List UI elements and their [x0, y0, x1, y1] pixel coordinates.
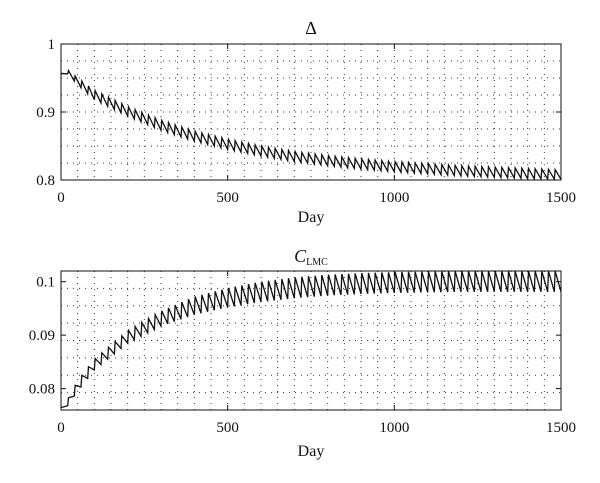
y-tick-label: 0.8	[36, 173, 55, 189]
grid	[61, 271, 561, 410]
x-tick-label: 500	[216, 420, 239, 436]
y-tick-label: 1	[48, 37, 56, 53]
plot-frame	[60, 270, 562, 411]
x-tick-label: 1000	[379, 190, 409, 206]
y-tick-label: 0.1	[36, 275, 55, 291]
x-axis-label: Day	[298, 443, 325, 460]
y-tick-label: 0.09	[29, 328, 55, 344]
x-tick-label: 1000	[379, 420, 409, 436]
chart-title: Δ	[305, 18, 317, 38]
series-line	[60, 68, 562, 182]
chart-title: CLMC	[294, 246, 328, 268]
x-tick-label: 1500	[546, 420, 576, 436]
y-tick-label: 0.9	[36, 105, 55, 121]
chart-delta: Δ 0 500 1000 1500 0.8 0.9 1 Day	[36, 18, 576, 226]
x-axis-label: Day	[298, 209, 325, 226]
y-tick-label: 0.08	[29, 382, 55, 398]
x-tick-label: 0	[57, 420, 65, 436]
x-tick-label: 500	[216, 190, 239, 206]
chart-c-lmc: CLMC 0 500 1000 1500 0.08 0.09 0.1 Day	[29, 246, 576, 460]
x-tick-label: 0	[57, 190, 65, 206]
series-line	[61, 270, 562, 408]
x-tick-label: 1500	[546, 190, 576, 206]
